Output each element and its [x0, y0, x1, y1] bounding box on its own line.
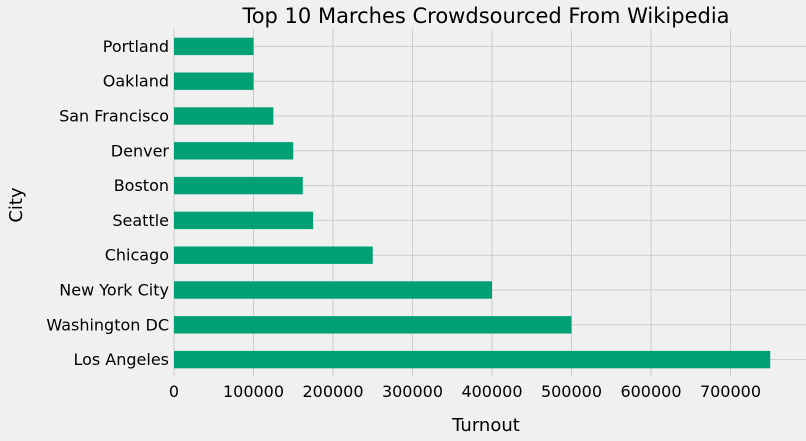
x-tick-label: 0 [169, 382, 179, 401]
y-tick-label: Boston [114, 176, 169, 195]
bar-seattle [174, 211, 314, 230]
bar-oakland [174, 72, 254, 90]
x-tick-label: 100000 [223, 382, 284, 401]
bar-boston [174, 176, 303, 195]
x-tick-label: 200000 [302, 382, 363, 401]
y-tick-labels: Los Angeles Washington DC New York City Chi… [46, 37, 169, 369]
x-tick-label: 700000 [700, 382, 761, 401]
bar-los-angeles [174, 350, 771, 369]
bar-san-francisco [174, 107, 274, 125]
y-tick-label: Oakland [103, 72, 169, 91]
x-tick-label: 300000 [382, 382, 443, 401]
y-tick-label: New York City [59, 281, 169, 300]
y-tick-label: Denver [111, 141, 170, 160]
y-tick-label: San Francisco [59, 107, 169, 126]
x-tick-label: 600000 [620, 382, 681, 401]
y-tick-label: Chicago [105, 246, 169, 265]
bar-new-york-city [174, 281, 492, 299]
x-tick-labels: 0 100000 200000 300000 400000 500000 600000 700… [169, 382, 761, 401]
x-tick-label: 500000 [541, 382, 602, 401]
y-tick-label: Los Angeles [73, 350, 169, 369]
bars [174, 37, 771, 369]
bar-denver [174, 142, 294, 160]
x-axis-label: Turnout [451, 415, 520, 436]
x-tick-label: 400000 [461, 382, 522, 401]
bar-portland [174, 37, 254, 56]
bar-chicago [174, 246, 373, 264]
y-tick-label: Portland [103, 37, 169, 56]
y-axis-label: City [6, 187, 27, 223]
chart-title: Top 10 Marches Crowdsourced From Wikiped… [241, 4, 729, 28]
y-tick-label: Washington DC [46, 315, 169, 334]
y-tick-label: Seattle [112, 211, 169, 230]
bar-washington-dc [174, 316, 572, 334]
